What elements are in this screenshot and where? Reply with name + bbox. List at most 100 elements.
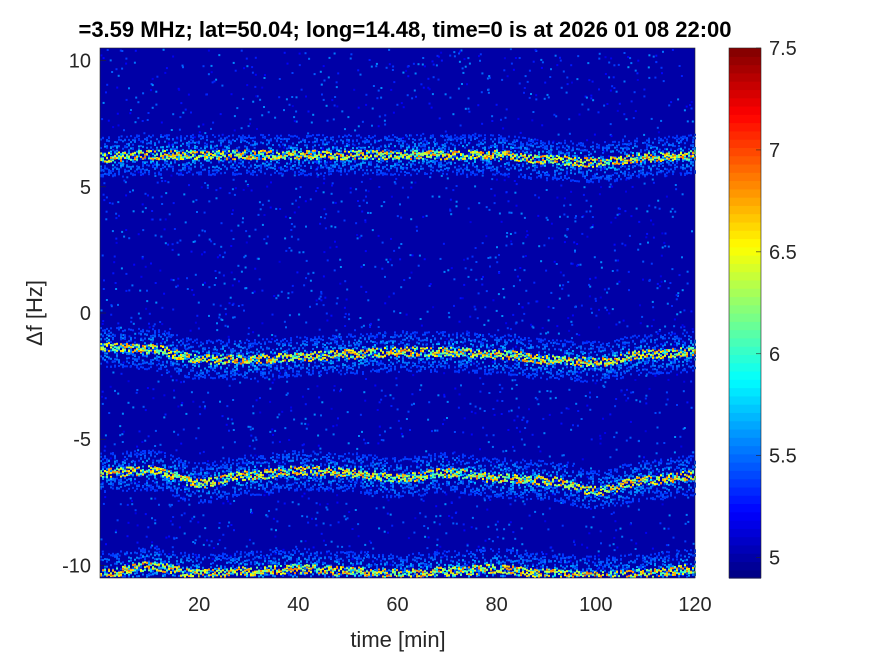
heatmap-noise-cell xyxy=(474,412,476,414)
trace-cell xyxy=(144,172,146,174)
trace-cell xyxy=(446,158,448,160)
trace-cell xyxy=(154,144,156,146)
trace-cell xyxy=(128,145,130,147)
heatmap-noise-cell xyxy=(308,111,310,113)
trace-cell xyxy=(458,158,460,160)
heatmap-noise-cell xyxy=(489,257,491,259)
heatmap-noise-cell xyxy=(648,77,650,79)
trace-cell xyxy=(302,154,304,156)
heatmap-noise-cell xyxy=(559,216,561,218)
heatmap-noise-cell xyxy=(429,176,431,178)
heatmap-noise-cell xyxy=(269,549,271,551)
heatmap-noise-cell xyxy=(676,374,678,376)
heatmap-noise-cell xyxy=(561,288,563,290)
heatmap-noise-cell xyxy=(228,336,230,338)
trace-cell xyxy=(214,166,216,168)
heatmap-noise-cell xyxy=(293,419,295,421)
trace-cell xyxy=(412,152,414,154)
heatmap-noise-cell xyxy=(353,89,355,91)
heatmap-noise-cell xyxy=(501,400,503,402)
heatmap-noise-cell xyxy=(423,500,425,502)
heatmap-noise-cell xyxy=(390,514,392,516)
heatmap-noise-cell xyxy=(259,278,261,280)
trace-cell xyxy=(396,163,398,165)
heatmap-noise-cell xyxy=(116,87,118,89)
trace-cell xyxy=(476,157,478,159)
trace-cell xyxy=(300,148,302,150)
heatmap-noise-cell xyxy=(123,362,125,364)
heatmap-noise-cell xyxy=(120,503,122,505)
heatmap-noise-cell xyxy=(296,121,298,123)
heatmap-noise-cell xyxy=(572,263,574,265)
trace-cell xyxy=(398,143,400,145)
heatmap-noise-cell xyxy=(301,515,303,517)
heatmap-noise-cell xyxy=(102,391,104,393)
heatmap-noise-cell xyxy=(666,544,668,546)
trace-cell xyxy=(472,149,474,151)
heatmap-noise-cell xyxy=(250,426,252,428)
heatmap-noise-cell xyxy=(437,394,439,396)
trace-cell xyxy=(142,165,144,167)
heatmap-noise-cell xyxy=(133,323,135,325)
heatmap-noise-cell xyxy=(630,215,632,217)
heatmap-noise-cell xyxy=(445,493,447,495)
heatmap-noise-cell xyxy=(318,298,320,300)
heatmap-noise-cell xyxy=(656,442,658,444)
trace-cell xyxy=(358,158,360,160)
trace-cell xyxy=(384,137,386,139)
heatmap-noise-cell xyxy=(481,278,483,280)
heatmap-noise-cell xyxy=(419,389,421,391)
heatmap-noise-cell xyxy=(101,396,103,398)
heatmap-noise-cell xyxy=(635,110,637,112)
heatmap-noise-cell xyxy=(611,85,613,87)
trace-cell xyxy=(298,162,300,164)
trace-cell xyxy=(422,145,424,147)
heatmap-noise-cell xyxy=(279,462,281,464)
trace-cell xyxy=(386,158,388,160)
heatmap-noise-cell xyxy=(602,377,604,379)
trace-cell xyxy=(468,155,470,157)
heatmap-noise-cell xyxy=(682,464,684,466)
trace-cell xyxy=(272,167,274,169)
heatmap-noise-cell xyxy=(609,545,611,547)
heatmap-noise-cell xyxy=(642,494,644,496)
heatmap-noise-cell xyxy=(462,363,464,365)
trace-cell xyxy=(118,158,120,160)
heatmap-noise-cell xyxy=(243,189,245,191)
heatmap-noise-cell xyxy=(118,215,120,217)
heatmap-noise-cell xyxy=(391,525,393,527)
heatmap-noise-cell xyxy=(686,514,688,516)
heatmap-noise-cell xyxy=(668,287,670,289)
trace-cell xyxy=(188,147,190,149)
trace-cell xyxy=(202,164,204,166)
heatmap-noise-cell xyxy=(426,547,428,549)
heatmap-noise-cell xyxy=(238,305,240,307)
heatmap-noise-cell xyxy=(462,297,464,299)
heatmap-noise-cell xyxy=(220,113,222,115)
heatmap-noise-cell xyxy=(528,408,530,410)
trace-cell xyxy=(244,151,246,153)
heatmap-noise-cell xyxy=(646,233,648,235)
heatmap-noise-cell xyxy=(185,109,187,111)
trace-cell xyxy=(220,159,222,161)
heatmap-noise-cell xyxy=(273,295,275,297)
heatmap-noise-cell xyxy=(685,523,687,525)
heatmap-noise-cell xyxy=(462,431,464,433)
heatmap-noise-cell xyxy=(445,131,447,133)
heatmap-noise-cell xyxy=(172,56,174,58)
heatmap-noise-cell xyxy=(278,167,280,169)
heatmap-noise-cell xyxy=(370,487,372,489)
heatmap-noise-cell xyxy=(128,237,130,239)
trace-cell xyxy=(336,141,338,143)
trace-cell xyxy=(136,165,138,167)
heatmap-noise-cell xyxy=(652,301,654,303)
heatmap-noise-cell xyxy=(275,529,277,531)
trace-cell xyxy=(362,169,364,171)
heatmap-noise-cell xyxy=(173,279,175,281)
heatmap-noise-cell xyxy=(481,72,483,74)
heatmap-noise-cell xyxy=(274,430,276,432)
heatmap-noise-cell xyxy=(482,276,484,278)
heatmap-noise-cell xyxy=(173,538,175,540)
heatmap-noise-cell xyxy=(529,515,531,517)
heatmap-noise-cell xyxy=(365,189,367,191)
